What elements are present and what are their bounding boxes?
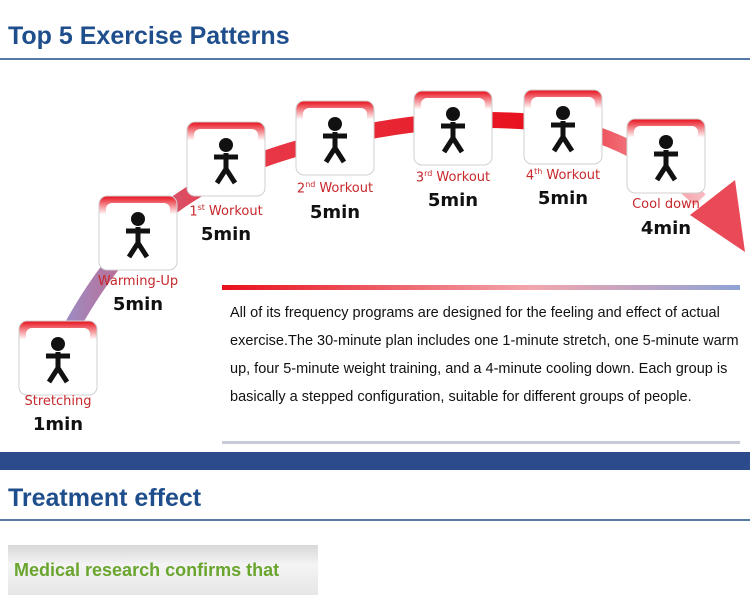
- arrow-head: [690, 180, 745, 252]
- title: Top 5 Exercise Patterns: [8, 22, 290, 50]
- icon-head: [659, 135, 673, 149]
- callout: Medical research confirms that: [8, 545, 318, 595]
- step-number: 2: [296, 181, 306, 197]
- step-ordinal: st: [197, 203, 205, 212]
- step-word: Workout: [436, 170, 491, 186]
- icon-body: [551, 121, 575, 153]
- step-duration: 5min: [309, 202, 361, 223]
- section-title: Treatment effect: [8, 484, 202, 512]
- step-duration: 5min: [200, 224, 252, 245]
- step-ordinal: nd: [305, 180, 316, 189]
- icon-head: [556, 106, 570, 120]
- bar: [222, 441, 740, 444]
- callout-text: Medical research confirms that: [14, 560, 280, 580]
- step-number: 3: [415, 170, 425, 186]
- icon-head: [328, 117, 342, 131]
- step-duration: 5min: [537, 188, 589, 209]
- step-word: Workout: [208, 204, 263, 220]
- step-label: 3rd Workout: [393, 169, 513, 185]
- icon-head: [219, 138, 233, 152]
- icon-body: [214, 153, 238, 185]
- step-word: Workout: [319, 181, 374, 197]
- icon-head: [446, 107, 460, 121]
- step-word: Workout: [546, 168, 601, 184]
- description: All of its frequency programs are design…: [230, 305, 739, 405]
- step-label: 1st Workout: [166, 203, 286, 219]
- step-ordinal: th: [534, 167, 543, 176]
- step-duration: 5min: [112, 294, 164, 315]
- step-label: Warming-Up: [97, 274, 179, 289]
- icon-body: [46, 352, 70, 384]
- icon-body: [441, 122, 465, 154]
- band: [0, 452, 750, 470]
- icon-body: [654, 150, 678, 182]
- bar: [222, 285, 740, 290]
- step-label: 4th Workout: [503, 167, 623, 183]
- icon-body: [126, 227, 150, 259]
- icon-head: [131, 212, 145, 226]
- step-number: 1: [189, 204, 198, 220]
- step-label: Stretching: [24, 394, 92, 409]
- icon-head: [51, 337, 65, 351]
- step-duration: 1min: [32, 414, 84, 435]
- step-ordinal: rd: [424, 169, 433, 178]
- step-label: Cool down: [632, 197, 700, 212]
- step-duration: 4min: [640, 218, 692, 239]
- step-duration: 5min: [427, 190, 479, 211]
- step-label: 2nd Workout: [275, 180, 395, 196]
- icon-body: [323, 132, 347, 164]
- step-number: 4: [525, 168, 535, 184]
